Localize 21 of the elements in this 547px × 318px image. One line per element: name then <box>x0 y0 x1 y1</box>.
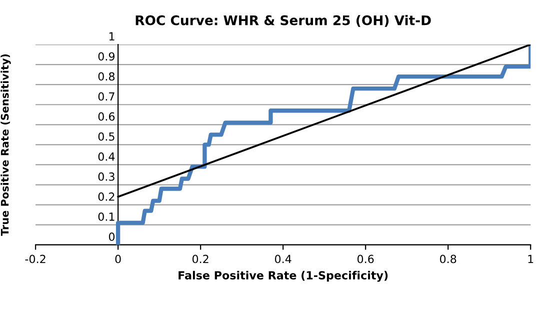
y-axis-title: True Positive Rate (Sensitivity) <box>0 54 11 236</box>
y-tick-label: 0.8 <box>98 72 115 81</box>
x-tick-label: 0.2 <box>192 254 208 264</box>
y-tick-label: 0.7 <box>98 92 114 101</box>
y-tick-label: 0.5 <box>98 132 114 141</box>
y-tick-label: 0.9 <box>98 52 114 61</box>
y-tick-label: 0.2 <box>98 192 114 201</box>
x-tick-label: 0 <box>115 254 121 264</box>
y-tick-label: 1 <box>109 32 114 40</box>
y-tick-label: 0.3 <box>98 172 114 181</box>
x-tick-label: 0.6 <box>357 254 374 264</box>
y-tick-label: 0 <box>108 232 115 241</box>
x-tick-label: 0.4 <box>274 254 292 264</box>
x-tick-label: 1 <box>528 254 534 264</box>
y-tick-label: 0.1 <box>98 212 114 221</box>
chart-title: ROC Curve: WHR & Serum 25 (OH) Vit-D <box>136 15 431 27</box>
x-axis-title: False Positive Rate (1-Specificity) <box>178 270 388 282</box>
y-tick-label: 0.4 <box>98 152 115 161</box>
x-tick-label: -0.2 <box>25 254 46 264</box>
x-tick-label: 0.8 <box>440 254 456 264</box>
y-tick-label: 0.6 <box>98 112 115 121</box>
